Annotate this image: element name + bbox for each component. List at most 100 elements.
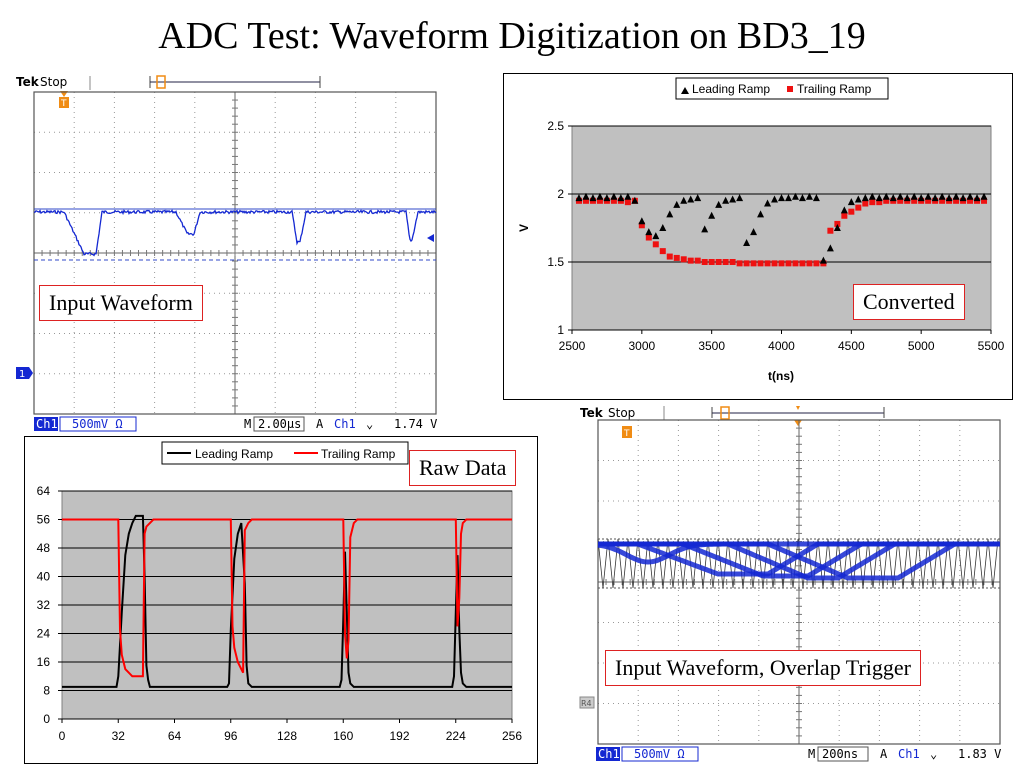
leading-ramp-point (819, 256, 827, 264)
trailing-ramp-point (771, 260, 778, 267)
leading-ramp-point (973, 194, 981, 202)
leading-ramp-point (673, 200, 681, 208)
conv-ytick-label: 1 (557, 323, 564, 337)
conv-xtick-label: 5500 (978, 339, 1005, 353)
trailing-ramp-point (792, 260, 799, 267)
leading-ramp-point (771, 195, 779, 203)
conv-ytick-label: 2 (557, 187, 564, 201)
scope1-graticule (33, 91, 437, 415)
conv-ytick-label: 1.5 (547, 255, 564, 269)
legend-square-icon (787, 86, 793, 92)
trailing-ramp-point (967, 197, 974, 204)
scope1-channel: Ch1 (36, 417, 58, 431)
converted-legend: Leading Ramp Trailing Ramp (675, 77, 889, 100)
scope2-trigger-marker-icon: T (622, 426, 632, 439)
raw-ytick-label: 56 (37, 513, 51, 527)
trailing-ramp-point (897, 197, 904, 204)
raw-ytick-label: 32 (37, 598, 51, 612)
trailing-ramp-point (610, 197, 617, 204)
leading-ramp-point (645, 228, 653, 236)
trailing-ramp-point (722, 259, 729, 265)
leading-ramp-point (715, 200, 723, 208)
trailing-ramp-point (827, 227, 834, 234)
leading-ramp-point (959, 194, 967, 202)
conv-xtick-label: 4500 (838, 339, 865, 353)
leading-ramp-point (603, 194, 611, 202)
leading-ramp-point (582, 192, 590, 200)
raw-xtick-label: 160 (333, 729, 353, 743)
leading-ramp-point (624, 192, 632, 200)
leading-ramp-point (861, 194, 869, 202)
raw-xtick-label: 128 (277, 729, 297, 743)
leading-ramp-point (589, 194, 597, 202)
trailing-ramp-point (862, 200, 869, 207)
leading-ramp-point (680, 196, 688, 204)
trailing-ramp-point (841, 212, 848, 219)
leading-ramp-point (854, 195, 862, 203)
conv-legend-leading: Leading Ramp (692, 82, 770, 96)
scope2-scale: 500mV Ω (634, 747, 685, 761)
scope2-trace (598, 541, 1000, 581)
leading-ramp-point (638, 217, 646, 225)
leading-ramp-point (736, 194, 744, 202)
trailing-ramp-point (848, 208, 855, 215)
leading-ramp-point (889, 194, 897, 202)
raw-xtick-label: 64 (168, 729, 182, 743)
conv-ytick-label: 2.5 (547, 119, 564, 133)
leading-ramp-line (62, 514, 512, 688)
leading-ramp-point (875, 194, 883, 202)
raw-ytick-label: 64 (37, 484, 51, 498)
conv-xtick-label: 3000 (628, 339, 655, 353)
trailing-ramp-point (638, 222, 645, 229)
leading-ramp-point (798, 194, 806, 202)
raw-xtick-label: 96 (224, 729, 238, 743)
conv-legend-trailing: Trailing Ramp (797, 82, 872, 96)
trailing-ramp-point (582, 197, 589, 204)
leading-ramp-point (687, 195, 695, 203)
leading-ramp-point (812, 194, 820, 202)
leading-ramp-point (896, 192, 904, 200)
raw-xtick-label: 256 (502, 729, 522, 743)
conv-xtick-label: 4000 (768, 339, 795, 353)
label-raw-data: Raw Data (409, 450, 517, 486)
scope2-trigger-prefix: A (880, 747, 888, 761)
leading-ramp-point (631, 196, 639, 204)
leading-ramp-point (757, 210, 765, 218)
conv-xlabel: t(ns) (768, 369, 794, 383)
leading-ramp-point (980, 192, 988, 200)
leading-ramp-point (910, 192, 918, 200)
raw-ytick-label: 48 (37, 541, 51, 555)
leading-ramp-point (708, 211, 716, 219)
scope1-brand: Tek (16, 75, 40, 89)
leading-ramp-point (659, 224, 667, 231)
raw-xtick-label: 32 (112, 729, 126, 743)
raw-ytick-label: 8 (43, 684, 50, 698)
scope2-trigger-level: 1.83 V (958, 747, 1001, 761)
trailing-ramp-point (743, 260, 750, 267)
scope1-channel-marker-icon: 1 (16, 367, 33, 380)
trailing-ramp-point (736, 260, 743, 267)
trailing-ramp-point (911, 197, 918, 204)
conv-ylabel: V (517, 224, 531, 232)
leading-ramp-point (722, 196, 730, 204)
trailing-ramp-point (834, 220, 841, 227)
scope1-trigger-channel: Ch1 (334, 417, 356, 431)
leading-ramp-point (847, 198, 855, 206)
raw-legend-trailing: Trailing Ramp (321, 447, 396, 461)
leading-ramp-point (701, 225, 709, 233)
leading-ramp-point (903, 194, 911, 202)
scope1-scale: 500mV Ω (72, 417, 123, 431)
leading-ramp-point (750, 228, 758, 236)
leading-ramp-point (617, 194, 625, 202)
conv-xtick-label: 3500 (698, 339, 725, 353)
leading-ramp-point (791, 192, 799, 200)
scope1-trigger-prefix: A (316, 417, 324, 431)
conv-xtick-label: 2500 (559, 339, 586, 353)
raw-xtick-label: 192 (389, 729, 409, 743)
conv-xtick-label: 5000 (908, 339, 935, 353)
svg-text:1: 1 (19, 369, 25, 380)
trailing-ramp-point (925, 197, 932, 204)
leading-ramp-point (917, 194, 925, 202)
scope1-timebase-prefix: M (244, 417, 251, 431)
raw-legend-leading: Leading Ramp (195, 447, 273, 461)
